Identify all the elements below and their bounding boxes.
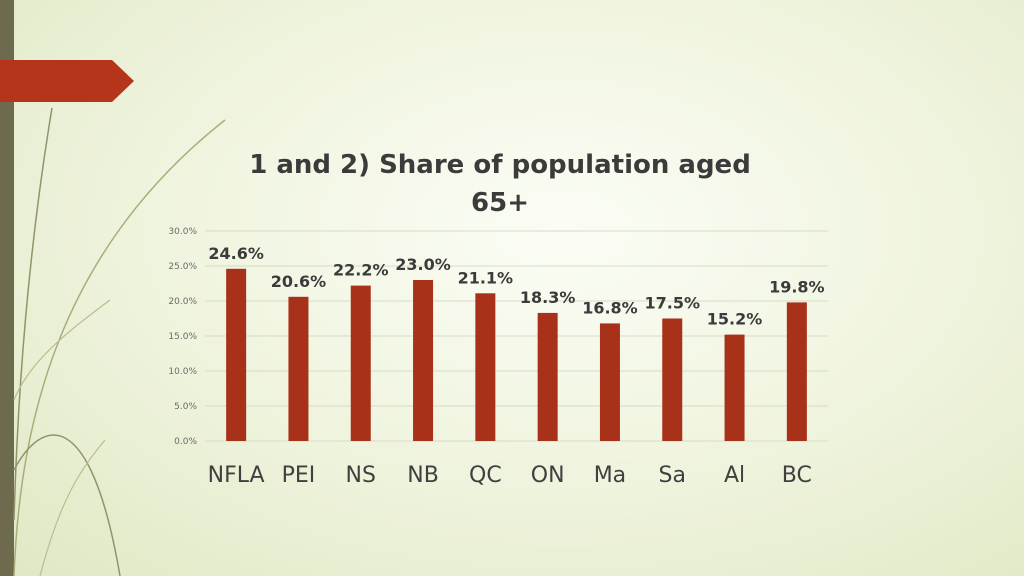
category-label: NB: [407, 463, 439, 488]
bar: [288, 296, 309, 441]
bar: [537, 312, 558, 441]
data-label: 23.0%: [395, 255, 451, 274]
y-tick-label: 10.0%: [168, 367, 197, 377]
data-label: 19.8%: [769, 277, 825, 296]
data-label: 21.1%: [458, 268, 514, 287]
bar: [226, 268, 247, 441]
data-label: 22.2%: [333, 261, 389, 280]
y-tick-label: 15.0%: [168, 332, 197, 342]
y-tick-label: 5.0%: [174, 402, 197, 412]
category-label: ON: [531, 463, 565, 488]
data-label: 16.8%: [582, 298, 638, 317]
category-label: NFLA: [208, 463, 265, 488]
y-tick-label: 25.0%: [168, 262, 197, 272]
bar: [350, 285, 371, 441]
data-label: 20.6%: [271, 272, 327, 291]
bar: [599, 323, 620, 441]
data-label: 15.2%: [707, 310, 763, 329]
category-label: BC: [782, 463, 812, 488]
y-tick-label: 20.0%: [168, 297, 197, 307]
bar: [413, 280, 434, 441]
data-label: 18.3%: [520, 288, 576, 307]
data-label: 24.6%: [208, 244, 264, 263]
decorative-curves: [13, 107, 226, 576]
category-label: Ma: [594, 463, 626, 488]
bar: [662, 318, 683, 441]
category-label: Sa: [659, 463, 686, 488]
chart-title: 1 and 2) Share of population aged 65+: [249, 150, 751, 218]
title-accent-tab: [0, 60, 134, 102]
category-label: PEI: [282, 463, 316, 488]
y-tick-label: 0.0%: [174, 437, 197, 447]
category-label: QC: [469, 463, 502, 488]
side-accent-bar: [0, 0, 14, 576]
category-label: Al: [724, 463, 745, 488]
category-label: NS: [346, 463, 376, 488]
y-tick-label: 30.0%: [168, 227, 197, 237]
bar: [786, 302, 807, 441]
bar: [724, 334, 745, 441]
data-label: 17.5%: [644, 294, 700, 313]
bar: [475, 293, 496, 441]
